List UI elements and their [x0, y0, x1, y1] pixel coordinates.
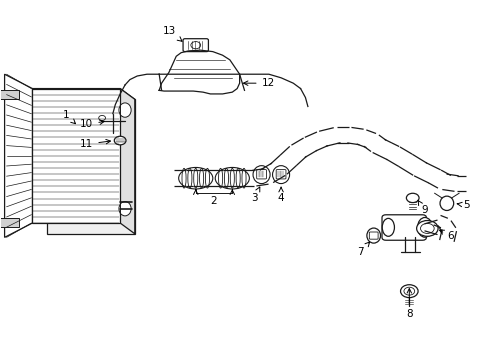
Polygon shape	[32, 89, 120, 223]
Ellipse shape	[193, 168, 197, 188]
Text: 10: 10	[80, 120, 104, 129]
Circle shape	[403, 287, 414, 295]
FancyBboxPatch shape	[368, 232, 377, 239]
Circle shape	[190, 41, 200, 49]
Ellipse shape	[242, 168, 245, 188]
Text: 7: 7	[357, 242, 369, 257]
FancyBboxPatch shape	[381, 215, 426, 240]
Text: 6: 6	[439, 230, 452, 240]
Circle shape	[400, 285, 417, 298]
Circle shape	[420, 224, 433, 233]
Ellipse shape	[205, 168, 209, 188]
Text: 2: 2	[210, 196, 217, 206]
Ellipse shape	[218, 168, 222, 188]
Ellipse shape	[119, 103, 131, 117]
Ellipse shape	[236, 168, 240, 188]
Circle shape	[99, 116, 105, 121]
Text: 13: 13	[163, 26, 182, 41]
Text: 5: 5	[456, 200, 468, 210]
Polygon shape	[0, 218, 19, 226]
Text: 12: 12	[243, 78, 274, 88]
Polygon shape	[32, 89, 135, 99]
Ellipse shape	[119, 202, 131, 216]
Text: 8: 8	[405, 289, 412, 319]
Ellipse shape	[224, 168, 228, 188]
Circle shape	[406, 193, 418, 203]
FancyBboxPatch shape	[183, 39, 208, 51]
Polygon shape	[4, 74, 32, 237]
Polygon shape	[47, 99, 135, 234]
FancyBboxPatch shape	[256, 170, 266, 179]
Text: 11: 11	[80, 139, 110, 149]
Ellipse shape	[199, 168, 203, 188]
Ellipse shape	[230, 168, 234, 188]
Polygon shape	[120, 89, 135, 234]
Text: 3: 3	[250, 187, 259, 203]
Ellipse shape	[382, 219, 394, 236]
FancyBboxPatch shape	[276, 170, 285, 179]
Circle shape	[114, 136, 126, 145]
Polygon shape	[0, 90, 19, 99]
Ellipse shape	[182, 168, 186, 188]
Text: 4: 4	[277, 187, 284, 203]
Text: 9: 9	[417, 200, 427, 216]
Ellipse shape	[187, 168, 192, 188]
Text: 1: 1	[63, 111, 75, 124]
Circle shape	[416, 221, 437, 236]
Ellipse shape	[417, 217, 431, 237]
